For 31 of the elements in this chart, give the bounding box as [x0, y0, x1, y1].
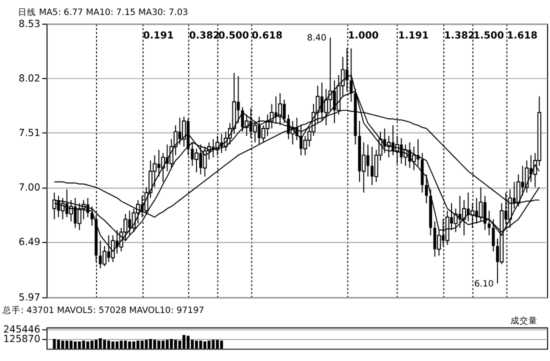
annotation: 8.40 [306, 34, 326, 44]
annotation: 1.382 [444, 30, 475, 42]
candlestick [462, 200, 466, 236]
candlestick [90, 206, 94, 226]
candlestick [77, 202, 82, 230]
y-tick-label: 7.51 [18, 128, 40, 140]
text: 成交量 [510, 315, 538, 326]
candlestick [424, 174, 428, 204]
annotation: 6.10 [474, 279, 494, 290]
y-tick-label: 6.49 [18, 237, 40, 248]
candlestick [370, 146, 374, 186]
chart-title: 总手: 43701 MAVOL5: 57028 MAVOL10: 97197 [2, 304, 204, 316]
annotation: 1.000 [348, 30, 379, 42]
y-tick-label: 5.97 [18, 292, 40, 304]
annotation: 1.191 [398, 30, 430, 42]
annotation: 0.191 [143, 30, 174, 42]
candlestick [366, 144, 370, 178]
annotation: 1.500 [473, 30, 504, 42]
annotation: 0.382 [189, 30, 220, 42]
y-tick-label: 245446 [3, 324, 40, 336]
y-tick-label: 8.02 [18, 74, 40, 85]
candlestick [202, 146, 207, 178]
annotation: 0.500 [218, 30, 250, 42]
chart-title: 日线 MA5: 6.77 MA10: 7.15 MA30: 7.03 [18, 7, 188, 18]
candlestick [244, 114, 249, 136]
y-tick-label: 8.53 [18, 19, 40, 30]
y-tick-label: 7.00 [18, 182, 40, 194]
annotation: 1.618 [506, 30, 538, 42]
candlestick [488, 210, 491, 236]
y-tick-label: 125870 [3, 334, 40, 345]
annotation: 0.618 [252, 30, 283, 42]
